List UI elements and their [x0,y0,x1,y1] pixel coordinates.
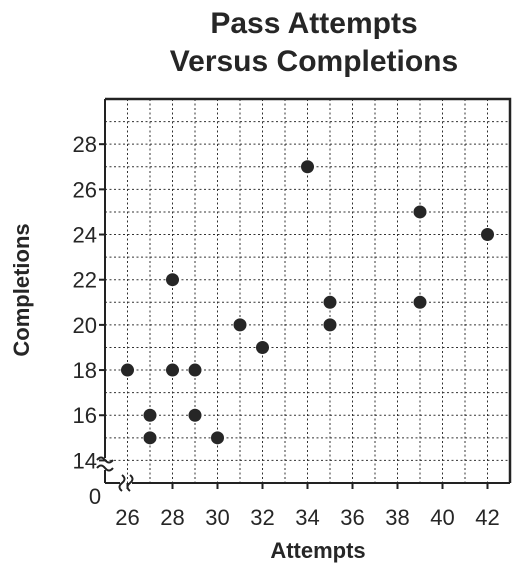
y-tick-label: 14 [73,448,97,473]
data-point [413,295,427,309]
data-point [166,363,179,377]
x-tick-label: 38 [385,505,409,530]
origin-label: 0 [89,484,101,509]
y-axis-break [96,464,114,472]
y-tick-label: 26 [73,177,97,202]
data-point [323,295,337,309]
data-point [143,431,157,445]
data-point [413,205,427,219]
y-tick-label: 28 [73,132,97,157]
x-tick-label: 34 [295,505,319,530]
x-axis-break [118,474,126,492]
data-point [143,408,157,422]
data-point [211,431,224,445]
x-tick-label: 42 [475,505,499,530]
data-point [188,363,202,377]
y-tick-label: 22 [73,268,97,293]
y-tick-label: 16 [73,403,97,428]
x-tick-label: 40 [430,505,454,530]
x-tick-label: 36 [340,505,364,530]
axes [96,97,512,492]
data-point [188,408,202,422]
y-tick-label: 24 [73,223,97,248]
tick-labels: 26 28 30 32 34 36 38 40 42 14 16 18 20 22 24 26 28 [73,132,500,530]
data-point [256,340,269,354]
y-tick-label: 20 [73,313,97,338]
data-point [301,160,314,174]
data-point [121,363,134,377]
gridlines [105,99,510,483]
data-point [323,318,337,332]
y-axis-title: Completions [9,223,34,356]
plot-frame [105,97,512,483]
x-tick-label: 26 [115,505,139,530]
x-axis-title: Attempts [270,538,365,563]
y-tick-label: 18 [73,358,97,383]
data-point [481,228,494,242]
data-point [233,318,247,332]
data-points [121,160,494,445]
x-tick-label: 28 [160,505,184,530]
data-point [166,273,179,287]
chart-title-line-2: Versus Completions [170,45,458,78]
x-tick-label: 32 [250,505,274,530]
x-tick-label: 30 [205,505,229,530]
chart-title-line-1: Pass Attempts [210,7,417,40]
